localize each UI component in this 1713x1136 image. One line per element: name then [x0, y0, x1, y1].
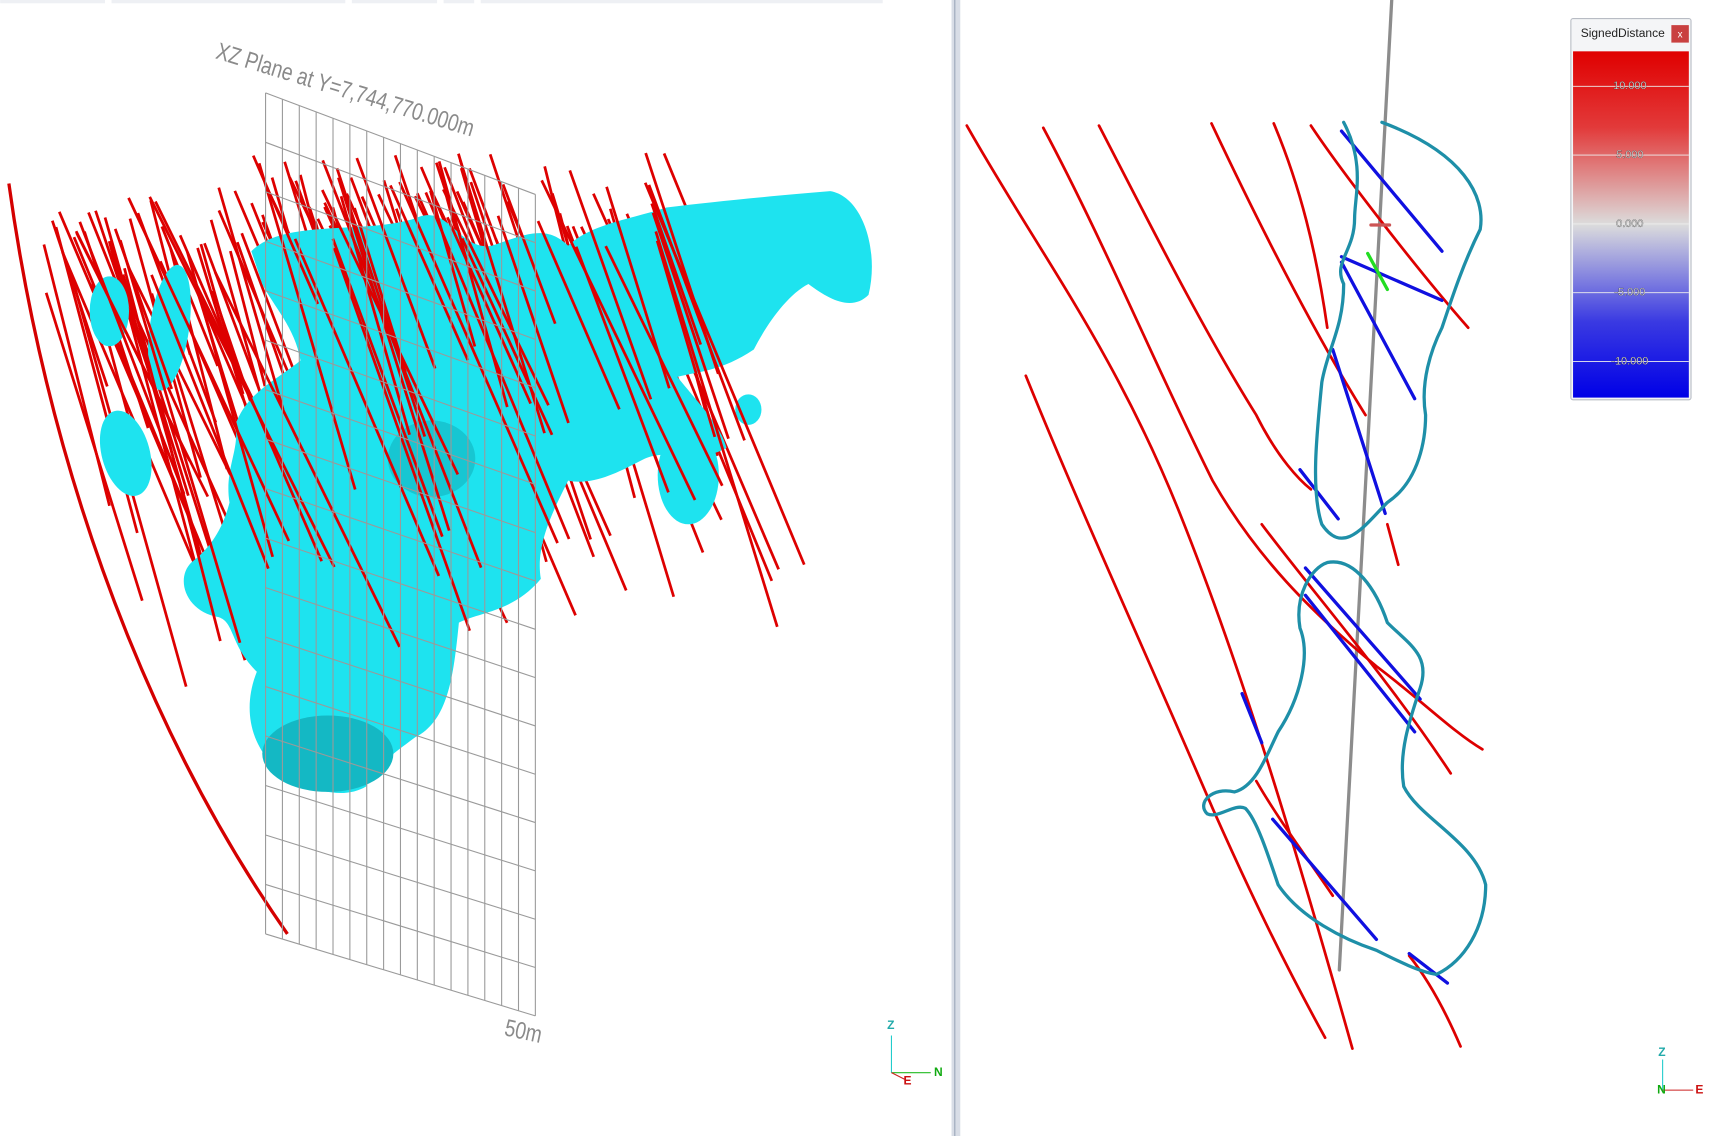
drillhole: [651, 212, 730, 440]
drillhole: [217, 209, 293, 380]
toolbar: [0, 0, 883, 4]
drillhole: [644, 152, 720, 375]
drillhole: [339, 195, 411, 436]
drillhole: [460, 237, 554, 436]
grid-line: [265, 389, 536, 485]
drillhole: [605, 186, 671, 389]
grid-line: [265, 438, 536, 534]
legend-label: 0.000: [1616, 218, 1643, 230]
grid-line: [265, 339, 536, 437]
grid-line: [265, 686, 536, 775]
axis-e: E: [903, 1074, 911, 1088]
grid-line: [265, 290, 536, 389]
section-plane: [265, 92, 536, 1017]
drillhole: [424, 191, 571, 540]
drillhole: [103, 217, 208, 577]
axis-z: Z: [887, 1018, 894, 1032]
drillhole: [574, 246, 670, 493]
drillhole: [148, 196, 336, 568]
grid-line: [265, 933, 536, 1017]
axis-n: N: [934, 1065, 943, 1079]
axis-e: E: [1695, 1082, 1703, 1096]
color-bar: [1573, 51, 1689, 398]
close-label[interactable]: x: [1678, 30, 1683, 41]
drillhole: [355, 157, 437, 369]
grid-line: [265, 883, 536, 969]
drillhole: [123, 267, 222, 642]
legend-title: SignedDistance: [1581, 26, 1665, 40]
drillhole: [389, 184, 470, 361]
scale-label: 50m: [502, 1014, 544, 1049]
axis-z: Z: [1658, 1045, 1665, 1059]
drillhole: [496, 215, 570, 424]
drillhole: [446, 216, 532, 405]
drillhole: [213, 271, 401, 648]
drillhole: [643, 182, 806, 566]
drillhole: [536, 220, 621, 410]
grid-line: [265, 488, 536, 582]
drillhole: [127, 197, 291, 542]
drillhole: [442, 188, 550, 406]
close-button[interactable]: [1671, 25, 1689, 43]
drillhole: [337, 177, 451, 532]
drillhole: [44, 292, 144, 602]
grid-line: [265, 141, 536, 244]
drillhole: [655, 240, 717, 438]
drillhole: [78, 221, 186, 495]
right-viewport: [965, 0, 1488, 1050]
drillhole: [568, 170, 653, 400]
axis-n: N: [1657, 1082, 1666, 1096]
grid-line: [265, 191, 536, 292]
drillhole: [58, 211, 202, 545]
grid-line: [265, 636, 536, 727]
grid-line: [265, 735, 536, 824]
legend-label: -5.000: [1614, 287, 1645, 299]
grid-line: [265, 537, 536, 630]
drillhole: [217, 187, 285, 411]
drillhole: [331, 238, 444, 538]
drillhole: [650, 203, 702, 346]
grid-line: [265, 240, 536, 340]
color-legend: SignedDistance x 10.000 5.000 0.000 -5.000 -…: [1570, 18, 1692, 401]
plane-label: XZ Plane at Y=7,744,770.000m: [213, 37, 478, 142]
splitter[interactable]: [951, 0, 961, 1136]
drillhole: [654, 231, 779, 628]
axis-triad: Z N E: [1657, 1045, 1703, 1096]
grid-line: [265, 784, 536, 872]
grid-line: [265, 587, 536, 679]
drillhole: [75, 232, 210, 498]
drillhole: [7, 183, 289, 935]
grid-line: [265, 834, 536, 920]
drillhole: [113, 228, 174, 390]
axis-triad: Z N E: [887, 1018, 943, 1088]
legend-label: 5.000: [1616, 149, 1643, 161]
drillhole: [604, 245, 724, 487]
legend-label: -10.000: [1611, 355, 1648, 367]
drillhole: [332, 247, 471, 632]
drillhole: [186, 251, 274, 558]
drillhole: [540, 179, 697, 501]
grid-line: [265, 92, 536, 195]
drillhole: [203, 242, 265, 402]
legend-label: 10.000: [1613, 80, 1646, 92]
drillhole: [257, 162, 357, 490]
drillhole: [150, 274, 270, 570]
drillhole: [501, 183, 557, 325]
